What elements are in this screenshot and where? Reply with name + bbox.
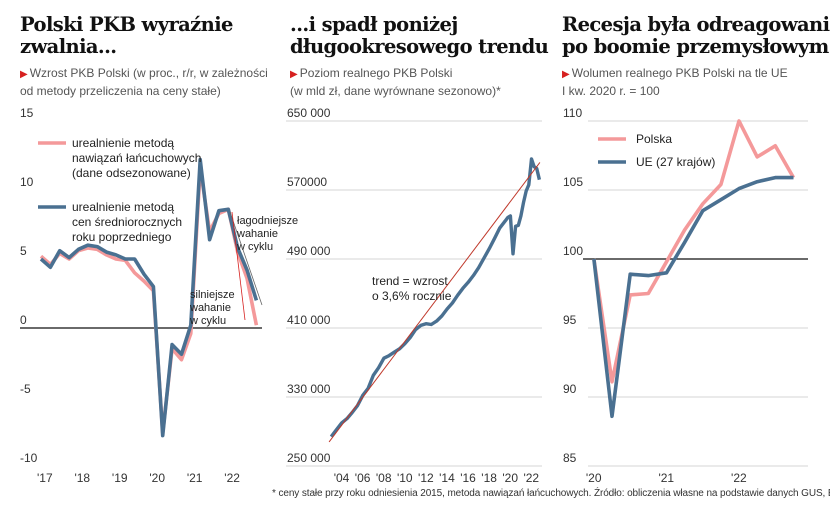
legend-label: urealnienie metodą xyxy=(72,136,174,150)
panel-2-title-line2: długookresowego trendu xyxy=(290,35,549,58)
y-tick-label: 410 000 xyxy=(287,313,331,327)
y-tick-label: 90 xyxy=(563,382,577,396)
annotation-milder-swing: w cyklu xyxy=(236,241,273,253)
legend-label: cen średniorocznych xyxy=(72,215,182,229)
panel-gdp-growth: Polski PKB wyraźnie zwalnia... ▶ Wzrost P… xyxy=(20,0,270,500)
legend-label: roku poprzedniego xyxy=(72,230,172,244)
x-tick-label: '06 xyxy=(355,471,371,485)
x-tick-label: '14 xyxy=(439,471,455,485)
x-tick-label: '22 xyxy=(523,471,539,485)
legend-label: Polska xyxy=(636,132,672,146)
y-tick-label: 330 000 xyxy=(287,382,331,396)
panel-3-subtitle-line1: Wolumen realnego PKB Polski na tle UE xyxy=(571,66,788,80)
panel-3-subtitle-line2: I kw. 2020 r. = 100 xyxy=(562,84,660,98)
panel-1-subtitle-line1: Wzrost PKB Polski (w proc., r/r, w zależ… xyxy=(29,66,268,80)
legend-label: nawiązań łańcuchowych xyxy=(72,151,201,165)
annotation-milder-swing: wahanie xyxy=(236,228,278,240)
y-tick-label: -5 xyxy=(20,382,31,396)
y-tick-label: 490 000 xyxy=(287,244,331,258)
x-tick-label: '20 xyxy=(149,471,165,485)
red-triangle-icon: ▶ xyxy=(290,69,298,80)
red-triangle-icon: ▶ xyxy=(20,69,28,80)
panel-2-title-line1: ...i spadł poniżej xyxy=(290,13,458,36)
panel-3-title-line1: Recesja była odreagowaniem xyxy=(562,13,830,36)
panel-1-title-line1: Polski PKB wyraźnie xyxy=(20,13,233,36)
legend-label: urealnienie metodą xyxy=(72,200,174,214)
y-tick-label: 85 xyxy=(563,451,577,465)
y-tick-label: 15 xyxy=(20,106,34,120)
y-tick-label: 250 000 xyxy=(287,451,331,465)
y-tick-label: 105 xyxy=(563,175,583,189)
series-line-gdp-level xyxy=(329,157,542,438)
x-tick-label: '08 xyxy=(376,471,392,485)
y-tick-label: 5 xyxy=(20,244,27,258)
red-triangle-icon: ▶ xyxy=(562,69,570,80)
panel-2-title: ...i spadł poniżej długookresowego trend… xyxy=(290,13,549,58)
x-tick-label: '22 xyxy=(224,471,240,485)
panel-2-subtitle-line2: (w mld zł, dane wyrównane sezonowo)* xyxy=(290,84,501,98)
x-tick-label: '20 xyxy=(586,471,602,485)
annotation-stronger-swing: w cyklu xyxy=(189,315,226,327)
x-tick-label: '12 xyxy=(418,471,434,485)
panel-1-subtitle: ▶ Wzrost PKB Polski (w proc., r/r, w zale… xyxy=(20,65,268,100)
x-tick-label: '18 xyxy=(74,471,90,485)
y-tick-label: 100 xyxy=(563,244,583,258)
series-line-prev-year-prices xyxy=(39,157,259,438)
y-tick-label: -10 xyxy=(20,451,38,465)
annotation-stronger-swing: silniejsze xyxy=(190,289,235,301)
annotation-arrow-stronger xyxy=(231,211,246,321)
x-tick-label: '21 xyxy=(658,471,674,485)
y-tick-label: 95 xyxy=(563,313,577,327)
panel-gdp-level: ...i spadł poniżej długookresowego trend… xyxy=(290,0,550,500)
x-tick-label: '19 xyxy=(112,471,128,485)
x-tick-label: '20 xyxy=(502,471,518,485)
annotation-trend: o 3,6% rocznie xyxy=(372,289,452,303)
x-tick-label: '10 xyxy=(397,471,413,485)
panel-3-title: Recesja była odreagowaniem po boomie prz… xyxy=(562,14,830,58)
y-tick-label: 650 000 xyxy=(287,106,331,120)
annotation-arrow-milder xyxy=(229,211,263,306)
y-tick-label: 0 xyxy=(20,313,27,327)
legend-label: (dane odsezonowane) xyxy=(72,166,191,180)
panel-3-subtitle: ▶ Wolumen realnego PKB Polski na tle UE I… xyxy=(562,65,788,100)
panel-3-title-line2: po boomie przemysłowym xyxy=(562,35,829,58)
y-tick-label: 10 xyxy=(20,175,34,189)
series-line-trend xyxy=(328,162,541,443)
x-tick-label: '18 xyxy=(481,471,497,485)
footnote: * ceny stałe przy roku odniesienia 2015,… xyxy=(272,488,830,499)
y-tick-label: 110 xyxy=(563,106,582,120)
panel-1-title: Polski PKB wyraźnie zwalnia... xyxy=(20,14,233,58)
panel-2-subtitle-line1: Poziom realnego PKB Polski xyxy=(299,66,453,80)
y-tick-label: 570000 xyxy=(287,175,327,189)
annotation-milder-swing: łagodniejsze xyxy=(237,215,298,227)
annotation-trend: trend = wzrost xyxy=(372,274,448,288)
panel-gdp-volume: Recesja była odreagowaniem po boomie prz… xyxy=(562,0,830,500)
x-tick-label: '22 xyxy=(731,471,747,485)
panel-2-subtitle: ▶ Poziom realnego PKB Polski (w mld zł, d… xyxy=(290,65,501,100)
legend-label: UE (27 krajów) xyxy=(636,155,715,169)
x-tick-label: '17 xyxy=(37,471,53,485)
series-line-eu27 xyxy=(592,175,794,419)
panel-1-subtitle-line2: od metody przeliczenia na ceny stałe) xyxy=(20,84,221,98)
x-tick-label: '21 xyxy=(187,471,203,485)
annotation-stronger-swing: wahanie xyxy=(189,302,231,314)
x-tick-label: '04 xyxy=(334,471,350,485)
panel-1-title-line2: zwalnia... xyxy=(20,35,117,58)
x-tick-label: '16 xyxy=(460,471,476,485)
